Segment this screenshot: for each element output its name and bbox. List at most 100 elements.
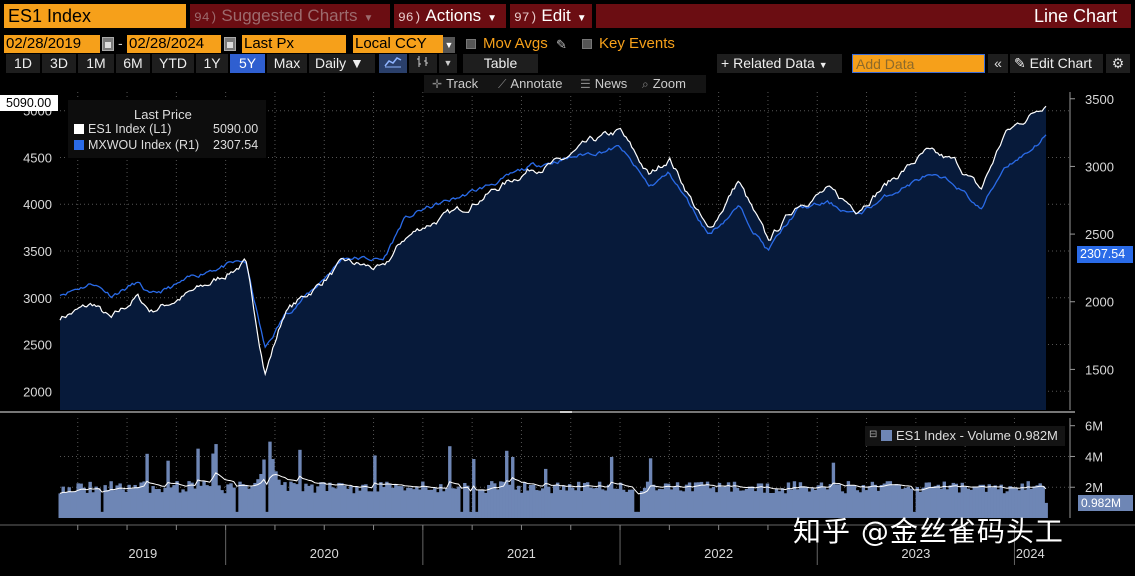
line-chart-icon[interactable]	[379, 54, 407, 73]
volume-bar	[535, 490, 539, 518]
mov-avgs-label[interactable]: Mov Avgs	[483, 35, 548, 52]
volume-bars	[58, 441, 1048, 518]
chevron-down-icon[interactable]: ▼	[443, 37, 455, 53]
period-ytd[interactable]: YTD	[152, 54, 194, 73]
volume-bar	[645, 481, 650, 518]
volume-bar	[726, 482, 731, 518]
volume-bar	[541, 488, 545, 518]
left-tick-label: 4500	[23, 150, 52, 165]
volume-bar	[235, 511, 239, 518]
volume-bar	[277, 479, 281, 518]
volume-bar	[523, 482, 527, 518]
currency-select[interactable]: Local CCY	[353, 35, 443, 53]
bar-chart-icon[interactable]	[409, 54, 437, 73]
chevron-down-icon[interactable]: ▼	[439, 54, 457, 73]
gear-icon[interactable]: ⚙	[1106, 54, 1130, 73]
period-1y[interactable]: 1Y	[196, 54, 228, 73]
volume-bar	[996, 489, 1000, 518]
news-icon: ☰	[580, 77, 591, 91]
edit-chart-button[interactable]: ✎ Edit Chart	[1010, 54, 1103, 73]
volume-bar	[130, 488, 134, 518]
edit-number: 97)	[514, 10, 538, 25]
annotate-label: Annotate	[510, 76, 563, 91]
key-events-label[interactable]: Key Events	[599, 35, 675, 52]
field-select[interactable]: Last Px	[242, 35, 346, 53]
volume-bar	[397, 486, 401, 518]
period-1m[interactable]: 1M	[78, 54, 114, 73]
volume-bar	[717, 482, 722, 518]
volume-bar	[762, 492, 767, 518]
start-date-field[interactable]: 02/28/2019	[4, 35, 100, 53]
key-events-checkbox[interactable]	[582, 39, 592, 49]
period-5y[interactable]: 5Y	[230, 54, 265, 73]
right-tick-label: 3500	[1085, 92, 1114, 107]
volume-bar	[166, 460, 170, 518]
volume-bar	[921, 487, 926, 518]
volume-bar	[214, 444, 218, 518]
edit-button[interactable]: 97) Edit ▼	[510, 4, 592, 28]
news-tool[interactable]: ☰ News	[580, 76, 627, 91]
volume-bar	[58, 493, 62, 518]
pencil-icon[interactable]: ✎	[556, 37, 567, 52]
suggested-charts-button[interactable]: 94) Suggested Charts ▼	[190, 4, 390, 28]
add-data-input[interactable]	[852, 54, 985, 73]
legend-series-name: ES1 Index (L1)	[88, 122, 172, 136]
end-date-field[interactable]: 02/28/2024	[127, 35, 221, 53]
table-button[interactable]: Table	[463, 54, 538, 73]
volume-bar	[999, 484, 1003, 518]
related-data-button[interactable]: + Related Data ▼	[717, 54, 842, 73]
volume-bar	[349, 486, 353, 518]
legend-item-mxwou[interactable]: MXWOU Index (R1) 2307.54	[74, 138, 258, 152]
collapse-icon[interactable]: ⊟	[869, 429, 878, 440]
left-tick-label: 2000	[23, 384, 52, 399]
volume-bar	[508, 484, 512, 518]
volume-bar	[771, 492, 776, 518]
annotate-tool[interactable]: ⟋ Annotate	[498, 76, 562, 92]
volume-legend[interactable]: ⊟ ES1 Index - Volume 0.982M	[865, 426, 1065, 446]
volume-bar	[639, 491, 644, 518]
period-max[interactable]: Max	[267, 54, 307, 73]
right-tick-label: 2500	[1085, 227, 1114, 242]
volume-bar	[196, 448, 200, 518]
period-3d[interactable]: 3D	[42, 54, 76, 73]
volume-bar	[714, 492, 719, 518]
volume-bar	[864, 490, 869, 518]
volume-bar	[732, 481, 737, 518]
volume-bar	[361, 484, 365, 518]
period-1d[interactable]: 1D	[6, 54, 40, 73]
volume-bar	[1002, 493, 1006, 518]
volume-bar	[286, 490, 290, 518]
legend-swatch	[74, 124, 84, 134]
last-price-tag: 5090.00	[0, 95, 58, 111]
x-tick-label: 2023	[901, 546, 930, 561]
calendar-icon[interactable]	[102, 37, 114, 51]
volume-bar	[738, 490, 743, 518]
volume-bar	[175, 481, 179, 518]
left-tick-label: 4000	[23, 197, 52, 212]
calendar-icon[interactable]	[224, 37, 236, 51]
actions-button[interactable]: 96) Actions ▼	[394, 4, 506, 28]
volume-bar	[388, 483, 392, 518]
mov-avgs-checkbox[interactable]	[466, 39, 476, 49]
volume-bar	[346, 488, 350, 518]
volume-bar	[597, 481, 602, 518]
track-tool[interactable]: ✛ Track	[432, 76, 478, 91]
legend-item-es1[interactable]: ES1 Index (L1) 5090.00	[74, 122, 258, 136]
price-area-fill	[60, 106, 1046, 410]
double-chevron-left-icon[interactable]: «	[988, 54, 1008, 73]
period-6m[interactable]: 6M	[116, 54, 150, 73]
volume-bar	[103, 485, 107, 518]
suggested-charts-label: Suggested Charts	[221, 6, 358, 25]
volume-bar	[499, 481, 503, 518]
volume-bar	[64, 492, 68, 518]
volume-bar	[337, 482, 341, 518]
volume-bar	[753, 491, 758, 518]
frequency-label: Daily	[315, 55, 347, 71]
frequency-select[interactable]: Daily ▼	[309, 54, 375, 73]
volume-bar	[76, 483, 80, 518]
zoom-tool[interactable]: ⌕ Zoom	[642, 76, 686, 92]
volume-bar	[807, 491, 812, 518]
volume-bar	[1011, 487, 1015, 518]
volume-bar	[163, 487, 167, 518]
ticker-input[interactable]: ES1 Index	[4, 4, 186, 28]
